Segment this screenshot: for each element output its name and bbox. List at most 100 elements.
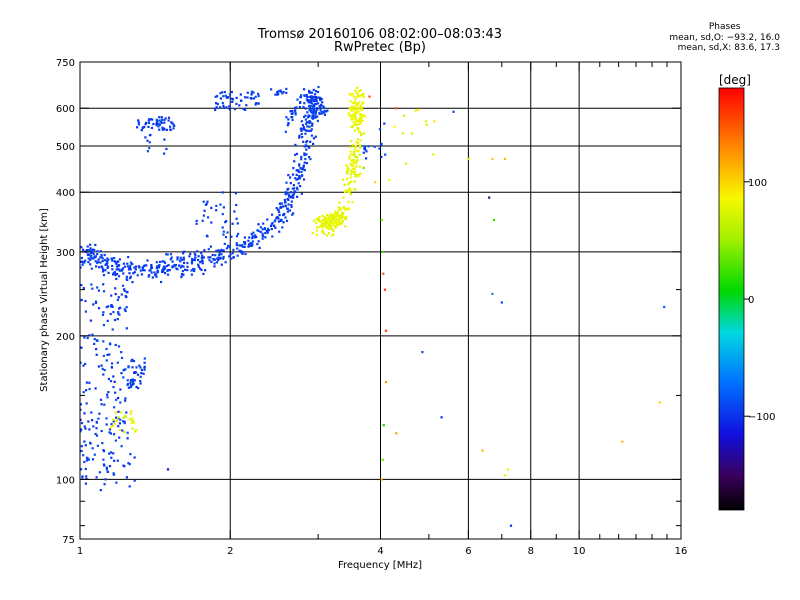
o-mode-echo-point [202, 200, 205, 203]
x-mode-echo-point [355, 120, 358, 124]
o-mode-echo-point [207, 256, 210, 259]
o-mode-echo-point [145, 121, 148, 124]
o-mode-echo-point [314, 99, 317, 103]
o-mode-echo-point [244, 252, 247, 256]
x-mode-echo-point [320, 223, 324, 226]
o-mode-echo-point [271, 213, 274, 216]
o-mode-echo-point [129, 275, 132, 278]
o-mode-echo-point [321, 101, 324, 104]
o-mode-echo-point [292, 212, 295, 215]
x-mode-echo-point [354, 155, 357, 158]
phase-stats-o-mode: mean, sd,O: −93.2, 16.0 [669, 32, 780, 43]
o-mode-echo-point [235, 102, 238, 105]
x-mode-echo-point [316, 217, 319, 220]
x-mode-echo-point [328, 220, 331, 223]
o-mode-echo-point [118, 422, 121, 425]
o-mode-echo-point [93, 453, 96, 456]
o-mode-echo-point [180, 273, 184, 276]
x-mode-echo-point [355, 104, 358, 107]
x-mode-echo-point [348, 107, 351, 110]
o-mode-echo-point [252, 97, 256, 100]
x-mode-echo-point [327, 218, 331, 221]
x-mode-echo-point [358, 144, 361, 147]
o-mode-echo-point [298, 134, 301, 137]
x-mode-echo-point [353, 123, 356, 126]
x-mode-echo-point [388, 179, 391, 182]
x-mode-echo-point [331, 213, 335, 216]
o-mode-echo-point [322, 105, 325, 108]
x-mode-echo-point [331, 228, 334, 231]
o-mode-echo-point [290, 205, 293, 209]
scattered-echo-point [491, 157, 494, 160]
o-mode-echo-point [122, 272, 125, 275]
o-mode-echo-point [247, 243, 251, 246]
o-mode-echo-point [291, 118, 294, 122]
o-mode-echo-point [302, 128, 305, 131]
o-mode-echo-point [107, 391, 110, 394]
o-mode-echo-point [80, 422, 84, 425]
o-mode-echo-point [314, 135, 317, 138]
o-mode-echo-point [88, 334, 91, 337]
o-mode-echo-point [142, 372, 145, 375]
o-mode-echo-point [121, 429, 124, 432]
x-mode-echo-point [337, 206, 340, 209]
o-mode-echo-point [102, 324, 105, 327]
o-mode-echo-point [85, 402, 88, 405]
o-mode-echo-point [180, 275, 183, 279]
o-mode-echo-point [206, 235, 209, 238]
o-mode-echo-point [243, 245, 246, 248]
o-mode-echo-point [95, 476, 98, 479]
o-mode-echo-point [231, 222, 234, 225]
scattered-echo-point [509, 524, 513, 527]
o-mode-echo-point [112, 311, 115, 314]
o-mode-echo-point [128, 485, 131, 488]
x-mode-echo-point [335, 223, 339, 226]
o-mode-echo-point [294, 111, 297, 114]
o-mode-echo-point [284, 191, 287, 194]
o-mode-echo-point [220, 253, 223, 256]
o-mode-echo-point [302, 140, 305, 143]
o-mode-echo-point [156, 270, 160, 273]
o-mode-echo-point [89, 258, 92, 261]
o-mode-echo-point [122, 368, 125, 372]
o-mode-echo-point [117, 260, 120, 263]
o-mode-echo-point [94, 387, 97, 390]
x-tick-label: 6 [465, 546, 471, 557]
o-mode-echo-point [120, 356, 124, 360]
o-mode-echo-point [266, 218, 269, 221]
o-mode-echo-point [303, 102, 306, 105]
o-mode-echo-point [106, 257, 109, 260]
o-mode-echo-point [112, 472, 115, 475]
x-mode-echo-point [343, 190, 347, 194]
o-mode-echo-point [163, 266, 167, 269]
o-mode-echo-point [173, 263, 176, 267]
x-mode-echo-point [359, 122, 362, 125]
o-mode-echo-point [215, 102, 218, 105]
chart-title-line2: RwPretec (Bp) [333, 40, 427, 55]
x-mode-echo-point [359, 89, 362, 92]
o-mode-echo-point [92, 253, 95, 256]
x-mode-echo-point [347, 200, 350, 203]
o-mode-echo-point [82, 454, 85, 457]
o-mode-echo-point [311, 114, 314, 117]
x-mode-echo-point [348, 188, 351, 191]
o-mode-echo-point [137, 387, 140, 390]
o-mode-echo-point [309, 99, 313, 102]
o-mode-echo-point [84, 444, 87, 447]
o-mode-echo-point [133, 266, 136, 269]
x-tick-label: 4 [377, 546, 383, 557]
chart-title-line1: Tromsø 20160106 08:02:00–08:03:43 [257, 27, 503, 42]
colorbar-tick-label: 100 [748, 178, 767, 189]
o-mode-echo-point [124, 399, 127, 402]
o-mode-echo-point [82, 287, 85, 290]
o-mode-echo-point [152, 122, 155, 126]
x-mode-echo-point [333, 224, 336, 227]
o-mode-echo-point [117, 264, 120, 267]
o-mode-echo-point [312, 99, 315, 102]
o-mode-echo-point [80, 428, 83, 431]
x-mode-echo-point [114, 411, 117, 414]
o-mode-echo-point [236, 222, 239, 225]
o-mode-echo-point [101, 442, 104, 445]
o-mode-echo-point [186, 261, 189, 265]
x-mode-echo-point [332, 233, 335, 236]
